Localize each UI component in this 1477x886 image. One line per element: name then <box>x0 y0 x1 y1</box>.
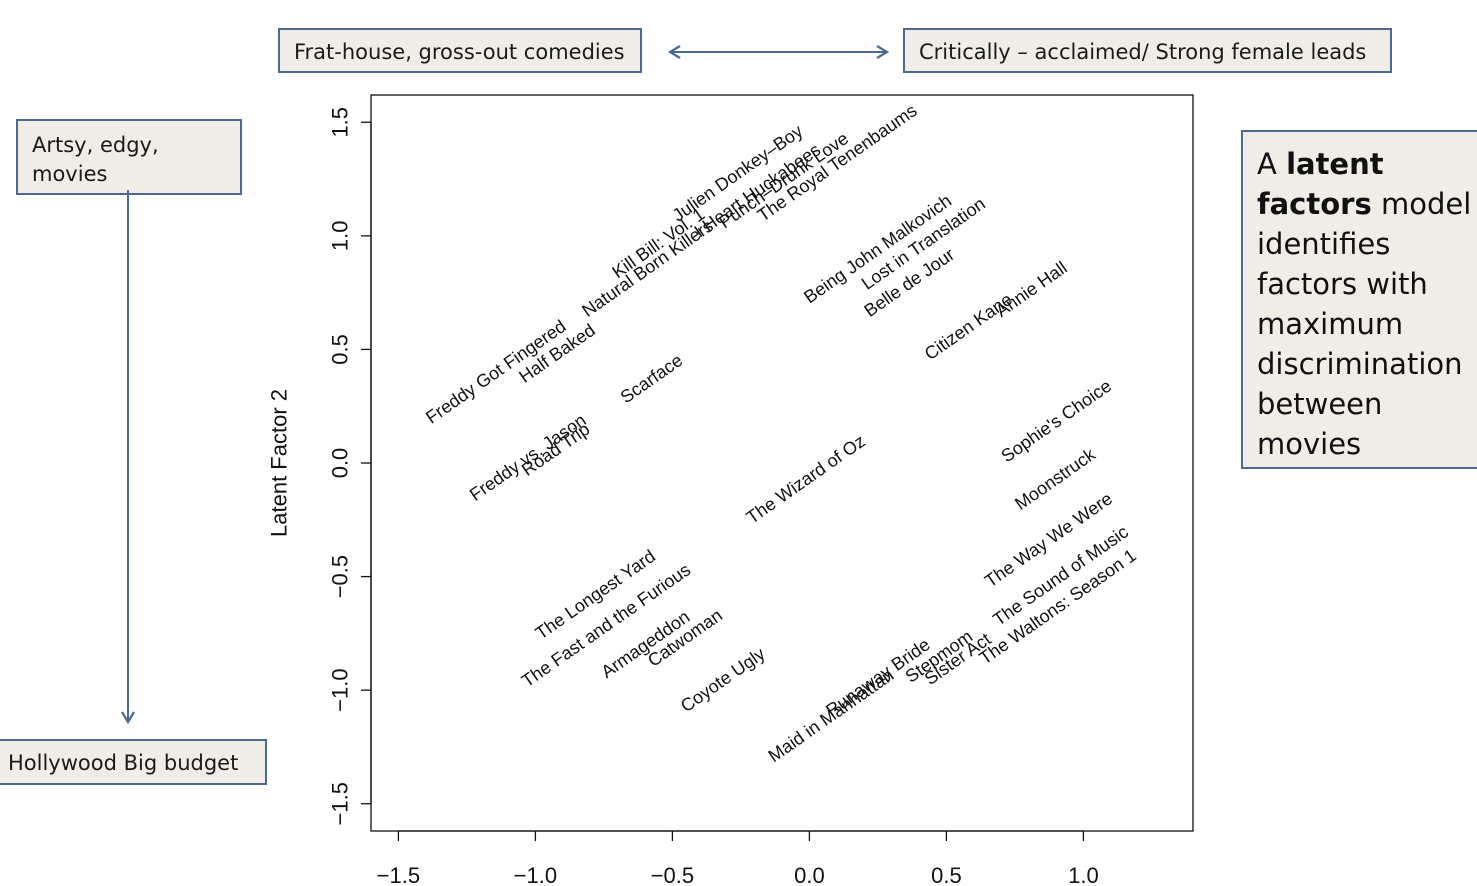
y-axis-label: Latent Factor 2 <box>267 389 292 537</box>
y-tick-label: −0.5 <box>328 555 353 598</box>
frat-comedies-annotation: Frat-house, gross-out comedies <box>278 28 642 73</box>
movie-label: Natural Born Killers <box>578 216 716 321</box>
y-tick-label: −1.0 <box>328 668 353 711</box>
y-tick-label: 0.0 <box>328 448 353 479</box>
movie-label: Coyote Ugly <box>677 644 769 717</box>
y-tick-label: −1.5 <box>328 782 353 825</box>
movie-label: Sophie's Choice <box>998 376 1116 467</box>
latent-factors-info-box: A latent factors model identifies factor… <box>1241 130 1477 469</box>
y-axis: −1.5 −1.0 −0.5 0.0 0.5 1.0 1.5 <box>328 107 372 825</box>
hollywood-label: Hollywood Big budget <box>8 751 239 775</box>
y-tick-label: 1.0 <box>328 221 353 252</box>
x-tick-label: 1.0 <box>1068 863 1099 886</box>
artsy-label-line1: Artsy, edgy, <box>32 133 159 157</box>
x-axis: −1.5 −1.0 −0.5 0.0 0.5 1.0 <box>377 830 1099 886</box>
x-tick-label: 0.5 <box>931 863 962 886</box>
artsy-label-line2: movies <box>32 162 108 186</box>
x-tick-label: −1.5 <box>377 863 420 886</box>
x-tick-label: 0.0 <box>794 863 825 886</box>
info-text-post: model identifies factors with maximum di… <box>1257 187 1472 461</box>
x-tick-label: −0.5 <box>651 863 694 886</box>
x-tick-label: −1.0 <box>514 863 557 886</box>
y-tick-label: 0.5 <box>328 334 353 365</box>
movie-label: The Wizard of Oz <box>743 431 869 528</box>
artsy-movies-annotation: Artsy, edgy, movies <box>16 119 242 195</box>
hollywood-annotation: Hollywood Big budget <box>0 739 267 785</box>
frat-comedies-label: Frat-house, gross-out comedies <box>294 40 625 64</box>
info-text-bold: latent factors <box>1257 147 1384 221</box>
critically-acclaimed-label: Critically – acclaimed/ Strong female le… <box>919 40 1367 64</box>
critically-acclaimed-annotation: Critically – acclaimed/ Strong female le… <box>903 28 1392 73</box>
y-tick-label: 1.5 <box>328 107 353 138</box>
info-text-pre: A <box>1257 147 1287 181</box>
movie-label: Maid in Manhattan <box>765 665 898 766</box>
movie-label: Scarface <box>617 350 687 407</box>
